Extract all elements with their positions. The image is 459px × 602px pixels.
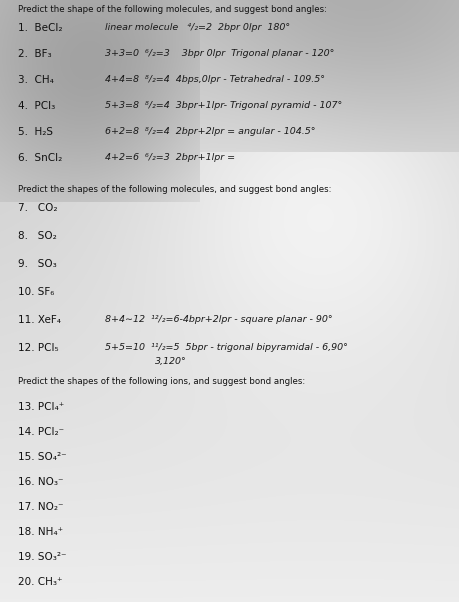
Text: 4+2=6  ⁶/₂=3  2bpr+1lpr =: 4+2=6 ⁶/₂=3 2bpr+1lpr = [105, 153, 235, 162]
Text: 10. SF₆: 10. SF₆ [18, 287, 54, 297]
Text: 20. CH₃⁺: 20. CH₃⁺ [18, 577, 62, 587]
Text: 6+2=8  ⁸/₂=4  2bpr+2lpr = angular - 104.5°: 6+2=8 ⁸/₂=4 2bpr+2lpr = angular - 104.5° [105, 127, 315, 136]
Text: 3,120°: 3,120° [155, 357, 186, 366]
Text: 12. PCl₅: 12. PCl₅ [18, 343, 58, 353]
Text: Predict the shapes of the following molecules, and suggest bond angles:: Predict the shapes of the following mole… [18, 185, 331, 194]
Text: 8+4∼12  ¹²/₂=6-4bpr+2lpr - square planar - 90°: 8+4∼12 ¹²/₂=6-4bpr+2lpr - square planar … [105, 315, 332, 324]
Text: 11. XeF₄: 11. XeF₄ [18, 315, 61, 325]
Text: 1.  BeCl₂: 1. BeCl₂ [18, 23, 62, 33]
Text: 5.  H₂S: 5. H₂S [18, 127, 53, 137]
Text: 8.   SO₂: 8. SO₂ [18, 231, 56, 241]
Text: 2.  BF₃: 2. BF₃ [18, 49, 51, 59]
Text: Predict the shape of the following molecules, and suggest bond angles:: Predict the shape of the following molec… [18, 5, 326, 14]
Text: 3.  CH₄: 3. CH₄ [18, 75, 54, 85]
Text: 5+5=10  ¹¹/₂=5  5bpr - trigonal bipyramidal - 6,90°: 5+5=10 ¹¹/₂=5 5bpr - trigonal bipyramida… [105, 343, 347, 352]
Text: 5+3=8  ⁸/₂=4  3bpr+1lpr- Trigonal pyramid - 107°: 5+3=8 ⁸/₂=4 3bpr+1lpr- Trigonal pyramid … [105, 101, 341, 110]
Text: 3+3=0  ⁶/₂=3    3bpr 0lpr  Trigonal planar - 120°: 3+3=0 ⁶/₂=3 3bpr 0lpr Trigonal planar - … [105, 49, 334, 58]
Text: 15. SO₄²⁻: 15. SO₄²⁻ [18, 452, 67, 462]
Text: 4.  PCl₃: 4. PCl₃ [18, 101, 55, 111]
Text: 18. NH₄⁺: 18. NH₄⁺ [18, 527, 63, 537]
Text: 13. PCl₄⁺: 13. PCl₄⁺ [18, 402, 64, 412]
Text: 17. NO₂⁻: 17. NO₂⁻ [18, 502, 63, 512]
Text: 16. NO₃⁻: 16. NO₃⁻ [18, 477, 63, 487]
Text: 19. SO₃²⁻: 19. SO₃²⁻ [18, 552, 67, 562]
Text: 14. PCl₂⁻: 14. PCl₂⁻ [18, 427, 64, 437]
Text: 6.  SnCl₂: 6. SnCl₂ [18, 153, 62, 163]
Text: 7.   CO₂: 7. CO₂ [18, 203, 57, 213]
Text: 9.   SO₃: 9. SO₃ [18, 259, 56, 269]
Text: linear molecule   ⁴/₂=2  2bpr 0lpr  180°: linear molecule ⁴/₂=2 2bpr 0lpr 180° [105, 23, 290, 32]
Text: 4+4=8  ⁸/₂=4  4bps,0lpr - Tetrahedral - 109.5°: 4+4=8 ⁸/₂=4 4bps,0lpr - Tetrahedral - 10… [105, 75, 325, 84]
Text: Predict the shapes of the following ions, and suggest bond angles:: Predict the shapes of the following ions… [18, 377, 305, 386]
